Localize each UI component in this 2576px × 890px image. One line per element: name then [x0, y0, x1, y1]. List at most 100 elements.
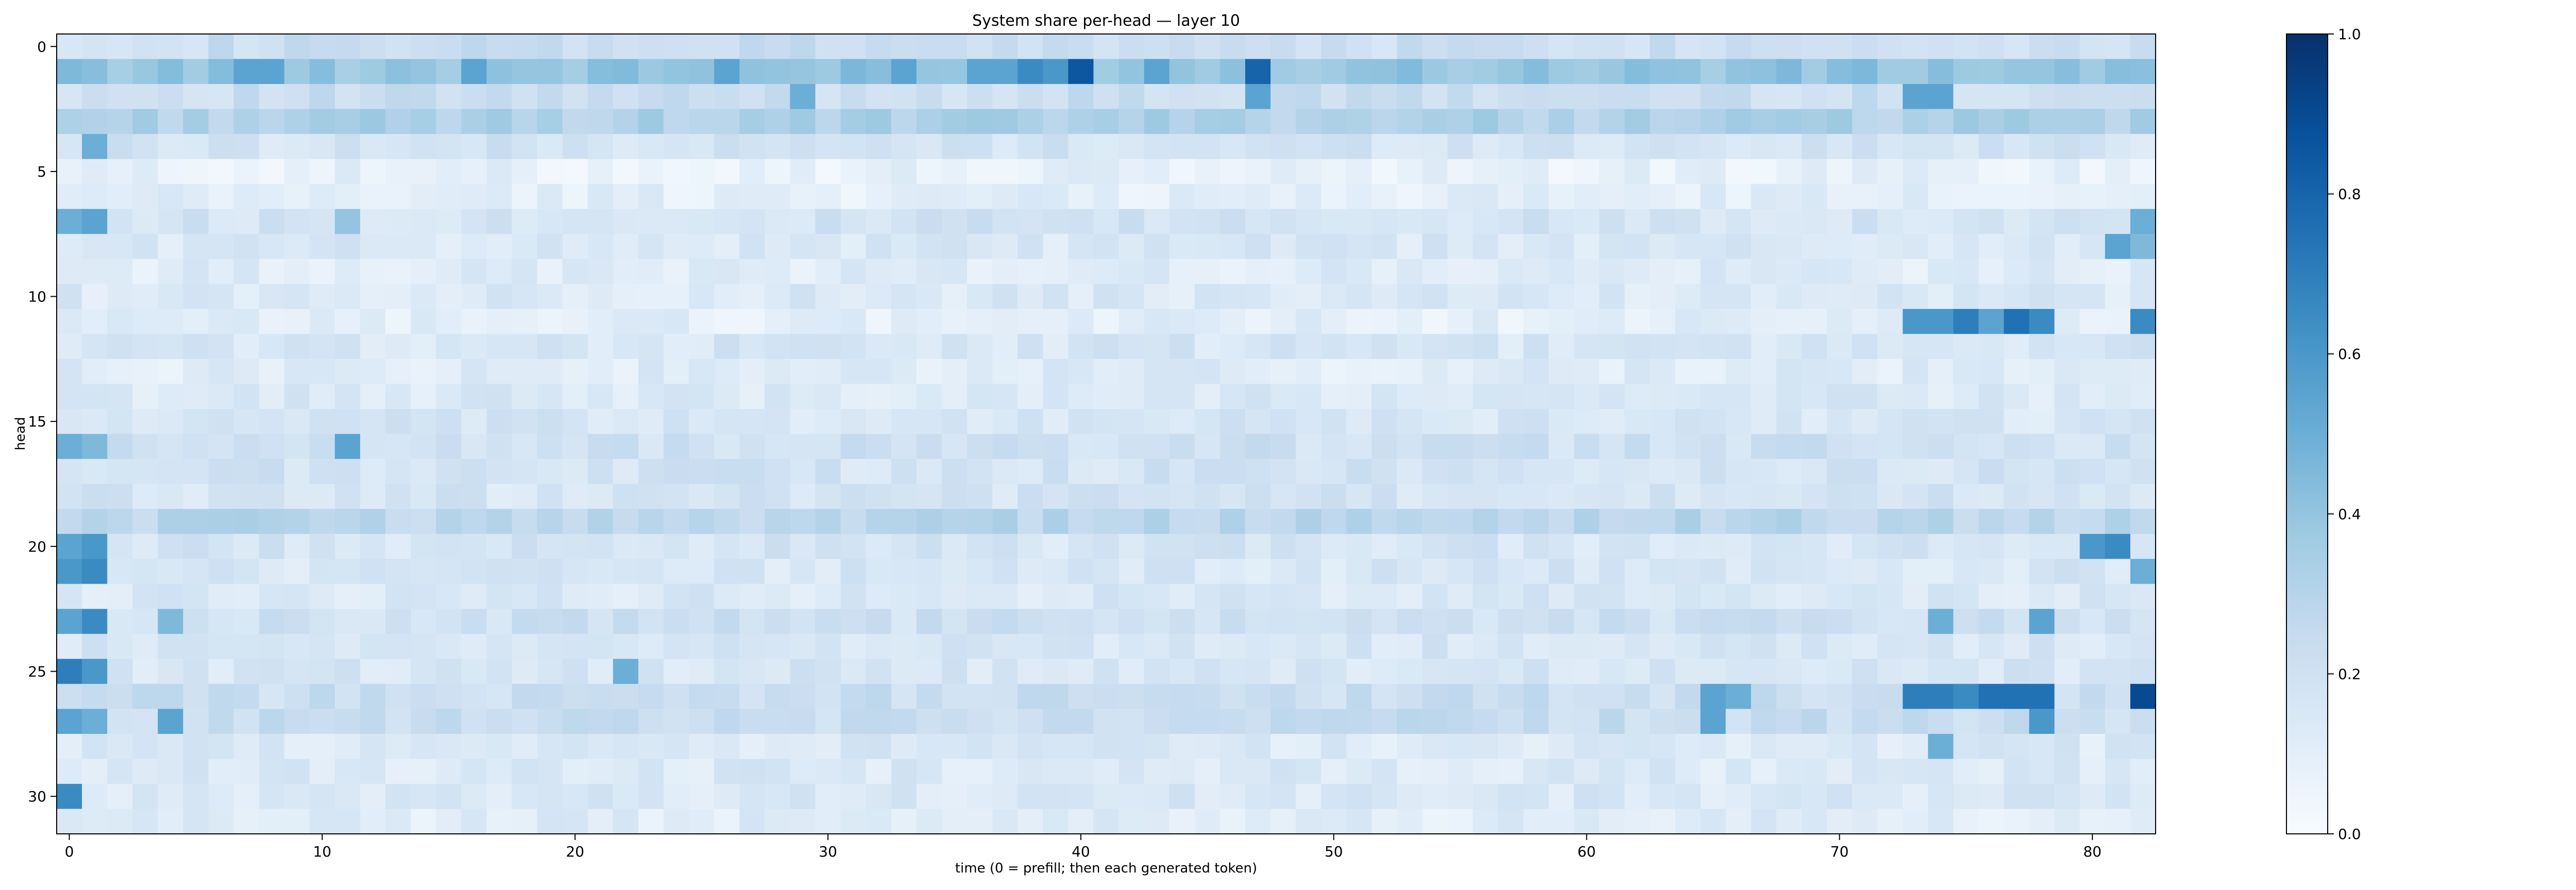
heatmap-cell: [1650, 234, 1675, 260]
heatmap-cell: [486, 209, 513, 234]
heatmap-cell: [1397, 309, 1423, 334]
heatmap-cell: [790, 509, 816, 535]
heatmap-cell: [1472, 334, 1499, 360]
heatmap-cell: [2079, 484, 2106, 509]
heatmap-cell: [259, 683, 285, 709]
heatmap-cell: [1144, 209, 1170, 234]
heatmap-cell: [1801, 309, 1827, 334]
heatmap-cell: [1447, 459, 1473, 485]
heatmap-cell: [638, 709, 664, 734]
heatmap-cell: [1043, 284, 1069, 310]
heatmap-cell: [1397, 733, 1423, 760]
heatmap-cell: [1371, 459, 1398, 485]
heatmap-cell: [866, 284, 892, 310]
heatmap-cell: [866, 434, 892, 459]
heatmap-cell: [967, 134, 993, 160]
heatmap-cell: [638, 509, 664, 535]
heatmap-cell: [916, 109, 942, 134]
heatmap-cell: [1903, 809, 1928, 834]
heatmap-cell: [891, 134, 917, 160]
heatmap-cell: [1700, 159, 1726, 184]
heatmap-cell: [916, 809, 942, 834]
heatmap-cell: [385, 59, 411, 84]
heatmap-cell: [360, 459, 386, 485]
heatmap-cell: [2105, 559, 2131, 585]
heatmap-cell: [967, 159, 993, 184]
heatmap-cell: [1118, 109, 1145, 134]
heatmap-cell: [1903, 234, 1928, 260]
heatmap-cell: [613, 408, 639, 435]
heatmap-cell: [891, 234, 917, 260]
heatmap-cell: [2054, 259, 2080, 284]
heatmap-cell: [183, 484, 209, 509]
heatmap-cell: [385, 84, 411, 110]
heatmap-cell: [1826, 733, 1853, 760]
heatmap-cell: [1397, 809, 1423, 834]
heatmap-cell: [1928, 559, 1954, 585]
heatmap-cell: [2029, 584, 2055, 609]
heatmap-cell: [284, 683, 310, 709]
heatmap-cell: [2079, 408, 2106, 435]
heatmap-cell: [208, 509, 234, 535]
heatmap-cell: [537, 733, 563, 760]
heatmap-cell: [1498, 109, 1524, 134]
heatmap-cell: [82, 809, 108, 834]
heatmap-cell: [208, 109, 234, 134]
heatmap-cell: [1877, 59, 1903, 84]
heatmap-cell: [587, 259, 614, 284]
heatmap-cell: [1144, 134, 1170, 160]
heatmap-cell: [1700, 733, 1726, 760]
heatmap-cell: [1270, 184, 1296, 210]
heatmap-cell: [1270, 334, 1296, 360]
heatmap-cell: [57, 709, 82, 734]
heatmap-cell: [1321, 459, 1347, 485]
heatmap-cell: [411, 259, 436, 284]
heatmap-cell: [360, 134, 386, 160]
heatmap-cell: [941, 434, 968, 459]
heatmap-cell: [1776, 209, 1802, 234]
heatmap-cell: [1397, 783, 1423, 810]
heatmap-cell: [1776, 259, 1802, 284]
heatmap-cell: [1144, 459, 1170, 485]
heatmap-cell: [1624, 334, 1650, 360]
heatmap-cell: [638, 733, 664, 760]
heatmap-cell: [1245, 759, 1271, 784]
heatmap-cell: [891, 408, 917, 435]
heatmap-cell: [385, 209, 411, 234]
heatmap-cell: [360, 284, 386, 310]
heatmap-cell: [1548, 709, 1574, 734]
heatmap-cell: [158, 184, 184, 210]
heatmap-cell: [2004, 434, 2030, 459]
heatmap-cell: [1978, 733, 2005, 760]
heatmap-cell: [1498, 384, 1524, 409]
heatmap-cell: [537, 184, 563, 210]
heatmap-cell: [512, 184, 538, 210]
heatmap-cell: [1093, 159, 1120, 184]
heatmap-cell: [1296, 159, 1321, 184]
heatmap-cell: [866, 84, 892, 110]
heatmap-cell: [1245, 659, 1271, 684]
heatmap-cell: [2029, 459, 2055, 485]
heatmap-cell: [866, 184, 892, 210]
heatmap-cell: [1978, 584, 2005, 609]
heatmap-cell: [840, 284, 867, 310]
heatmap-cell: [1801, 509, 1827, 535]
heatmap-cell: [1169, 59, 1195, 84]
heatmap-cell: [1018, 109, 1043, 134]
heatmap-cell: [183, 733, 209, 760]
heatmap-cell: [334, 709, 361, 734]
heatmap-cell: [1700, 408, 1726, 435]
y-tick-label: 15: [28, 413, 46, 430]
heatmap-cell: [1624, 84, 1650, 110]
heatmap-cell: [132, 309, 158, 334]
heatmap-cell: [1700, 434, 1726, 459]
heatmap-cell: [1296, 659, 1321, 684]
heatmap-cell: [1826, 584, 1853, 609]
heatmap-cell: [1675, 259, 1701, 284]
heatmap-cell: [815, 484, 841, 509]
heatmap-cell: [689, 809, 715, 834]
heatmap-cell: [840, 809, 867, 834]
heatmap-cell: [638, 783, 664, 810]
heatmap-cell: [790, 34, 816, 60]
heatmap-cell: [1928, 284, 1954, 310]
